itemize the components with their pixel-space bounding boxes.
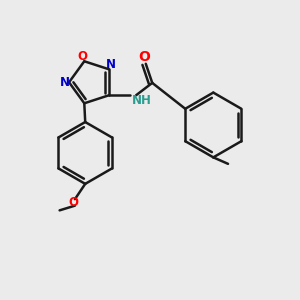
Text: N: N bbox=[106, 58, 116, 71]
Text: N: N bbox=[60, 76, 70, 89]
Text: NH: NH bbox=[132, 94, 152, 107]
Text: O: O bbox=[68, 196, 78, 209]
Text: O: O bbox=[138, 50, 150, 64]
Text: O: O bbox=[77, 50, 87, 63]
